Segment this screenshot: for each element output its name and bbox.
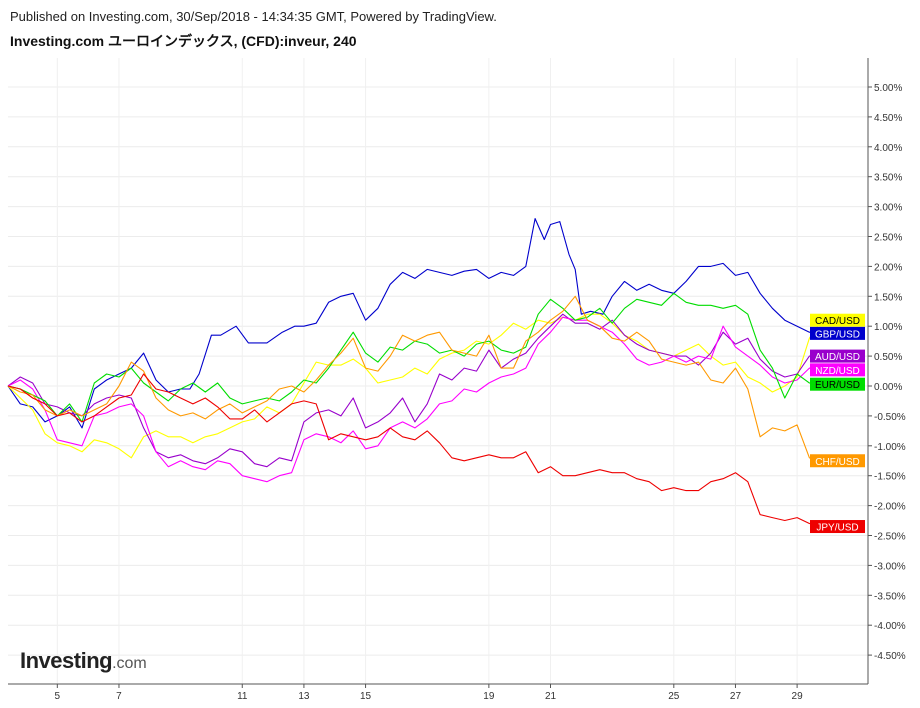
series-label-chf-usd: CHF/USD	[810, 454, 865, 468]
chart-title: Investing.com ユーロインデックス, (CFD):inveur, 2…	[10, 33, 357, 49]
series-label-aud-usd: AUD/USD	[810, 349, 865, 363]
y-tick-label: 5.00%	[874, 83, 902, 94]
x-tick-label: 15	[360, 691, 372, 702]
series-label-text: EUR/USD	[815, 380, 860, 391]
x-tick-label: 19	[483, 691, 495, 702]
logo-main-text: Investing	[20, 648, 113, 673]
y-tick-label: 3.00%	[874, 203, 902, 214]
y-tick-label: -0.50%	[874, 412, 906, 423]
series-label-bg	[810, 454, 865, 468]
x-tick-label: 27	[730, 691, 742, 702]
series-end-labels: CAD/USD GBP/USD AUD/USD NZD/USD EUR/USD CHF/U…	[810, 313, 865, 534]
x-tick-label: 13	[298, 691, 310, 702]
series-label-bg	[810, 326, 865, 340]
series-line-jpy-usd	[7, 373, 822, 528]
series-label-bg	[810, 313, 865, 327]
series-line-gbp-usd	[7, 218, 822, 429]
series-line-cad-usd	[7, 313, 823, 459]
y-tick-label: 2.50%	[874, 233, 902, 244]
grid	[8, 58, 868, 684]
series-label-gbp-usd: GBP/USD	[810, 326, 865, 340]
axes: 5.00% 4.50% 4.00% 3.50% 3.00% 2.50% 2.00% 1.50%…	[8, 58, 906, 702]
y-tick-label: 4.50%	[874, 113, 902, 124]
series-label-text: JPY/USD	[816, 523, 858, 534]
y-tick-label: -3.50%	[874, 591, 906, 602]
series-line-aud-usd	[7, 313, 822, 468]
x-tick-label: 25	[668, 691, 680, 702]
series-label-bg	[810, 349, 865, 363]
y-tick-label: -2.50%	[874, 532, 906, 543]
series-label-eur-usd: EUR/USD	[810, 377, 865, 391]
series-label-jpy-usd: JPY/USD	[810, 520, 865, 534]
y-tick-label: 4.00%	[874, 143, 902, 154]
y-tick-label: 1.00%	[874, 322, 902, 333]
y-tick-label: 0.50%	[874, 352, 902, 363]
published-caption: Published on Investing.com, 30/Sep/2018 …	[10, 9, 497, 24]
series-label-text: NZD/USD	[815, 366, 859, 377]
series-label-text: CAD/USD	[815, 316, 860, 327]
y-tick-label: -1.00%	[874, 442, 906, 453]
x-tick-label: 29	[792, 691, 804, 702]
y-tick-label: -4.00%	[874, 621, 906, 632]
series-line-nzd-usd	[7, 316, 822, 483]
y-tick-label: -4.50%	[874, 651, 906, 662]
y-tick-label: 0.00%	[874, 382, 902, 393]
y-tick-label: 3.50%	[874, 173, 902, 184]
x-tick-label: 7	[116, 691, 122, 702]
series-label-bg	[810, 363, 865, 377]
series-label-bg	[810, 520, 865, 534]
x-tick-label: 21	[545, 691, 557, 702]
y-tick-label: -2.00%	[874, 502, 906, 513]
x-tick-label: 11	[237, 691, 248, 702]
y-tick-label: -3.00%	[874, 561, 906, 572]
series-label-text: CHF/USD	[815, 457, 859, 468]
series-label-text: AUD/USD	[815, 352, 860, 363]
series-line-eur-usd	[7, 292, 822, 423]
series-line-chf-usd	[7, 295, 822, 462]
investing-logo: Investing.com	[20, 648, 147, 674]
series-lines	[7, 218, 823, 528]
y-tick-label: -1.50%	[874, 472, 906, 483]
series-label-text: GBP/USD	[815, 329, 860, 340]
x-tick-label: 5	[55, 691, 61, 702]
series-label-bg	[810, 377, 865, 391]
series-label-nzd-usd: NZD/USD	[810, 363, 865, 377]
y-tick-label: 2.00%	[874, 262, 902, 273]
y-tick-label: 1.50%	[874, 292, 902, 303]
series-label-cad-usd: CAD/USD	[810, 313, 865, 327]
logo-suffix: .com	[112, 655, 147, 672]
